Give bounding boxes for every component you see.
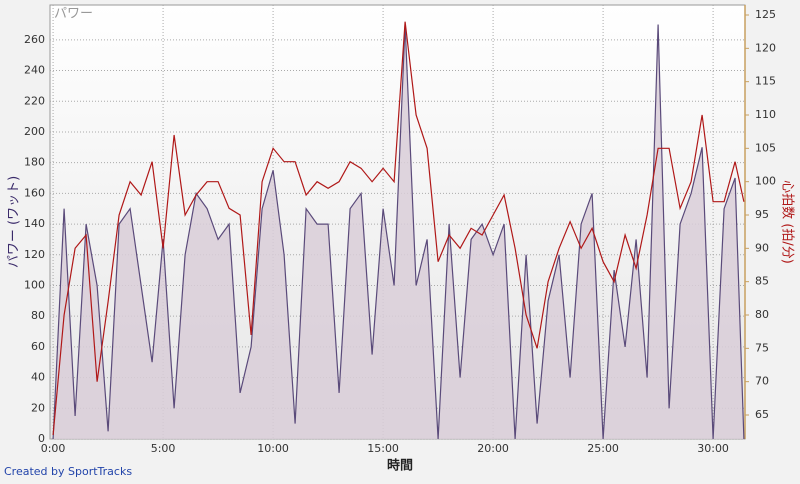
y-tick-label: 0 (38, 432, 45, 445)
y-tick-label: 160 (24, 186, 45, 199)
y-axis-label: パワー (ワット) (7, 176, 22, 268)
y-tick-label: 240 (24, 64, 45, 77)
y2-tick-label: 95 (755, 208, 769, 221)
y2-tick-label: 85 (755, 275, 769, 288)
y-tick-label: 140 (24, 217, 45, 230)
y2-tick-label: 125 (755, 8, 776, 21)
x-tick-label: 30:00 (697, 442, 729, 455)
area-fill (53, 24, 744, 439)
y-tick-label: 40 (31, 371, 45, 384)
y2-tick-label: 90 (755, 241, 769, 254)
chart-title: パワー (54, 7, 93, 22)
y-tick-label: 200 (24, 125, 45, 138)
x-tick-label: 5:00 (151, 442, 176, 455)
x-tick-label: 10:00 (257, 442, 289, 455)
y2-tick-label: 110 (755, 108, 776, 121)
y-tick-label: 180 (24, 156, 45, 169)
x-tick-label: 15:00 (367, 442, 399, 455)
y2-tick-label: 105 (755, 141, 776, 154)
y-tick-label: 100 (24, 278, 45, 291)
y2-tick-label: 115 (755, 75, 776, 88)
y2-tick-label: 75 (755, 341, 769, 354)
y2-tick-label: 120 (755, 41, 776, 54)
y-tick-label: 120 (24, 248, 45, 261)
y2-tick-label: 100 (755, 175, 776, 188)
y-tick-label: 20 (31, 401, 45, 414)
y2-tick-label: 65 (755, 408, 769, 421)
y-tick-label: 80 (31, 309, 45, 322)
y2-axis-label: 心拍数 (拍/分) (780, 180, 795, 264)
x-tick-label: 0:00 (41, 442, 66, 455)
x-tick-label: 25:00 (587, 442, 619, 455)
series-line (52, 21, 745, 436)
y-tick-label: 220 (24, 94, 45, 107)
y-tick-label: 260 (24, 33, 45, 46)
y2-tick-label: 80 (755, 308, 769, 321)
y2-tick-label: 70 (755, 375, 769, 388)
y-tick-label: 60 (31, 340, 45, 353)
x-tick-label: 20:00 (477, 442, 509, 455)
x-axis-label: 時間 (387, 458, 413, 474)
series-line (52, 24, 745, 440)
footer-credit: Created by SportTracks (4, 465, 132, 478)
